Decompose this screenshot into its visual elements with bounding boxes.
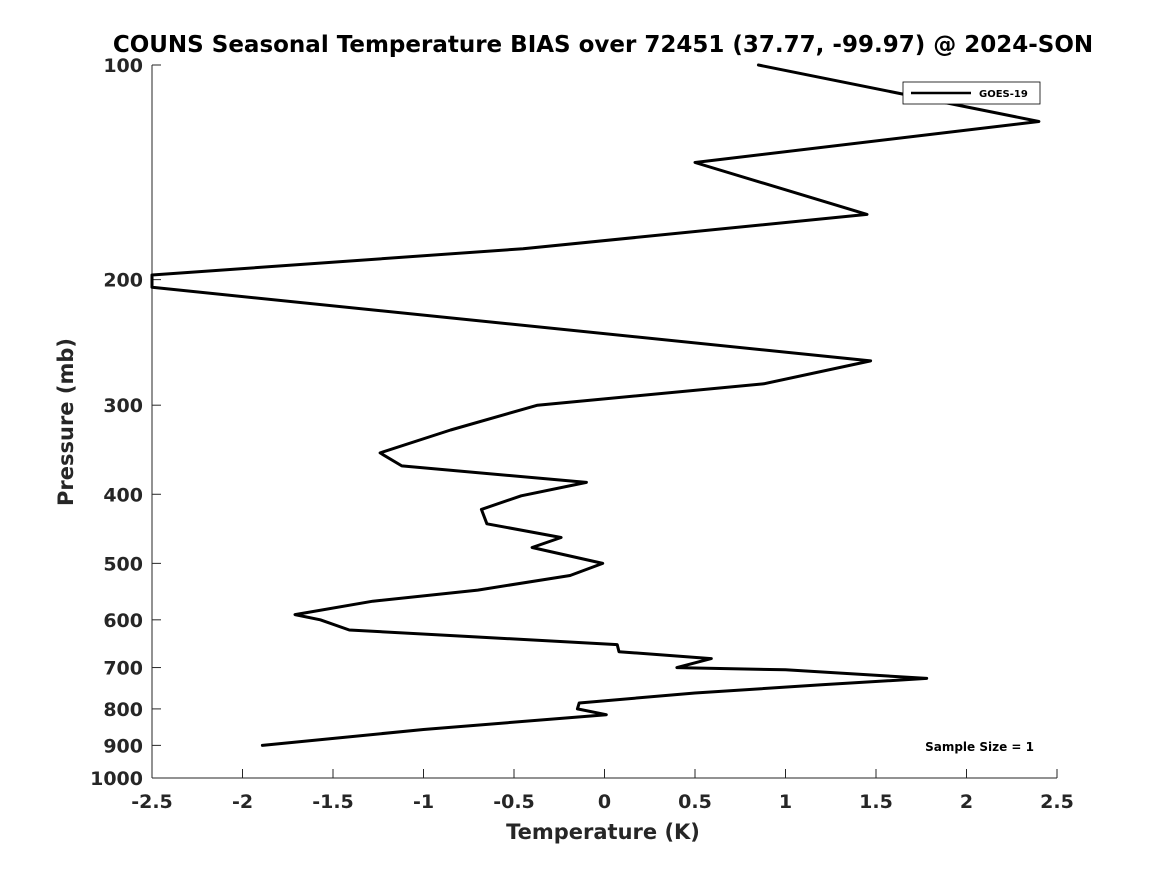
series-layer: [150, 63, 1041, 747]
x-tick-label: -1.5: [312, 791, 354, 813]
x-tick-label: -1: [413, 791, 434, 813]
plot-axes: [151, 65, 1057, 779]
y-tick-label: 600: [103, 610, 143, 632]
series-line-goes-19: [150, 63, 1041, 747]
y-tick-label: 200: [103, 270, 143, 292]
y-tick-label: 800: [103, 699, 143, 721]
x-tick-label: -2: [232, 791, 253, 813]
legend-label-goes-19: GOES-19: [979, 89, 1028, 100]
sample-size-annotation: Sample Size = 1: [925, 740, 1034, 754]
x-axis-label: Temperature (K): [506, 820, 700, 844]
chart-title: COUNS Seasonal Temperature BIAS over 724…: [113, 32, 1093, 58]
legend: GOES-19: [902, 81, 1041, 105]
y-tick-label: 500: [103, 553, 143, 575]
x-tick-label: -0.5: [493, 791, 535, 813]
x-tick-label: 2: [960, 791, 973, 813]
y-tick-label: 700: [103, 658, 143, 680]
x-tick-label: -2.5: [131, 791, 173, 813]
y-tick-label: 1000: [90, 768, 143, 790]
axis-ticks: -2.5 -2 -1.5 -1 -0.5 0 0.5 1 1.5 2 2.5 100 200 300 400…: [90, 55, 1074, 813]
y-tick-label: 100: [103, 55, 143, 77]
x-tick-label: 1.5: [859, 791, 893, 813]
x-tick-label: 0: [598, 791, 611, 813]
y-axis-label: Pressure (mb): [54, 338, 78, 506]
x-tick-label: 2.5: [1040, 791, 1074, 813]
y-tick-label: 300: [103, 395, 143, 417]
x-tick-label: 1: [779, 791, 792, 813]
y-tick-label: 900: [103, 735, 143, 757]
x-tick-label: 0.5: [678, 791, 712, 813]
legend-box: [902, 81, 1041, 105]
y-tick-label: 400: [103, 484, 143, 506]
